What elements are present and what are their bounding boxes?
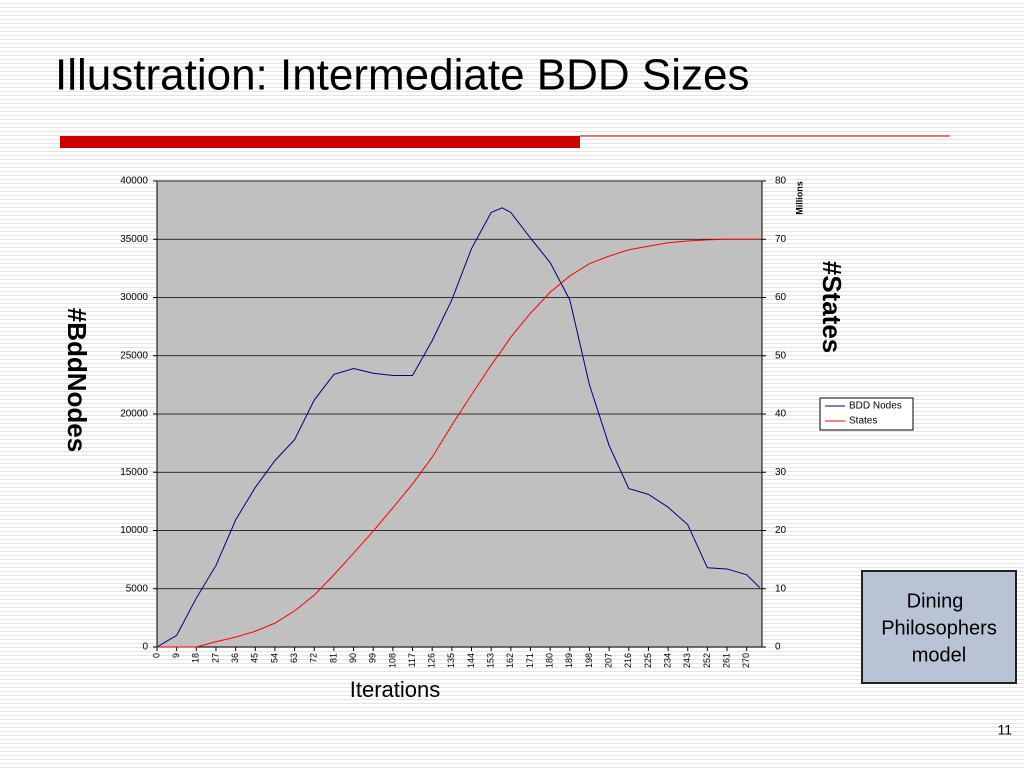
x-tick-label: 81 bbox=[328, 653, 338, 663]
x-tick-label: 54 bbox=[269, 653, 279, 663]
x-tick-label: 90 bbox=[348, 653, 358, 663]
page-number: 11 bbox=[997, 722, 1012, 738]
note-text: Dining bbox=[907, 590, 964, 612]
series-line bbox=[157, 238, 760, 648]
y2-tick-label: 30 bbox=[775, 467, 787, 478]
y2-tick-label: 0 bbox=[775, 642, 781, 653]
y2-tick-label: 70 bbox=[775, 234, 787, 245]
x-axis-title: Iterations bbox=[350, 677, 441, 702]
x-tick-label: 162 bbox=[505, 653, 515, 668]
y2-tick-label: 80 bbox=[775, 176, 787, 187]
y2-tick-label: 40 bbox=[775, 409, 787, 420]
x-tick-label: 198 bbox=[584, 653, 594, 668]
x-tick-label: 243 bbox=[682, 653, 692, 668]
x-tick-label: 18 bbox=[191, 653, 201, 663]
y2-unit: Millions bbox=[794, 181, 804, 215]
y2-tick-label: 60 bbox=[775, 292, 787, 303]
y2-axis-title: #States bbox=[817, 261, 847, 354]
x-tick-label: 252 bbox=[702, 653, 712, 668]
y2-tick-label: 10 bbox=[775, 583, 787, 594]
x-tick-label: 216 bbox=[623, 653, 633, 668]
slide-title: Illustration: Intermediate BDD Sizes bbox=[55, 51, 750, 100]
x-tick-label: 108 bbox=[387, 653, 397, 668]
note-box bbox=[861, 570, 1017, 684]
y2-tick-label: 20 bbox=[775, 525, 787, 536]
x-tick-label: 27 bbox=[210, 653, 220, 663]
x-tick-label: 135 bbox=[446, 653, 456, 668]
x-tick-label: 207 bbox=[603, 653, 613, 668]
title-bar bbox=[60, 136, 580, 148]
y2-tick-label: 50 bbox=[775, 350, 787, 361]
x-tick-label: 153 bbox=[486, 653, 496, 668]
legend-label: States bbox=[849, 416, 877, 427]
x-tick-label: 45 bbox=[250, 653, 260, 663]
legend-label: BDD Nodes bbox=[849, 401, 902, 412]
y-axis-title: #BddNodes bbox=[62, 308, 92, 452]
x-tick-label: 270 bbox=[741, 653, 751, 668]
y-tick-label: 40000 bbox=[120, 176, 148, 187]
x-tick-label: 180 bbox=[545, 653, 555, 668]
x-tick-label: 225 bbox=[643, 653, 653, 668]
x-tick-label: 9 bbox=[171, 653, 181, 658]
note-text: model bbox=[912, 644, 966, 666]
y-tick-label: 25000 bbox=[120, 350, 148, 361]
x-tick-label: 99 bbox=[368, 653, 378, 663]
y-tick-label: 30000 bbox=[120, 292, 148, 303]
x-tick-label: 189 bbox=[564, 653, 574, 668]
x-tick-label: 261 bbox=[721, 653, 731, 668]
y-tick-label: 20000 bbox=[120, 409, 148, 420]
series-line bbox=[156, 207, 761, 648]
x-tick-label: 0 bbox=[151, 653, 161, 658]
note-text: Philosophers bbox=[881, 617, 997, 639]
y-tick-label: 35000 bbox=[120, 234, 148, 245]
x-tick-label: 234 bbox=[662, 653, 672, 668]
y-tick-label: 15000 bbox=[120, 467, 148, 478]
x-tick-label: 117 bbox=[407, 653, 417, 667]
y-tick-label: 0 bbox=[142, 642, 148, 653]
x-tick-label: 63 bbox=[289, 653, 299, 663]
y-tick-label: 10000 bbox=[120, 525, 148, 536]
x-tick-label: 126 bbox=[427, 653, 437, 668]
x-tick-label: 72 bbox=[309, 653, 319, 663]
x-tick-label: 171 bbox=[525, 653, 535, 668]
legend bbox=[819, 397, 914, 431]
x-tick-label: 36 bbox=[230, 653, 240, 663]
x-tick-label: 144 bbox=[466, 653, 476, 668]
y-tick-label: 5000 bbox=[126, 583, 149, 594]
